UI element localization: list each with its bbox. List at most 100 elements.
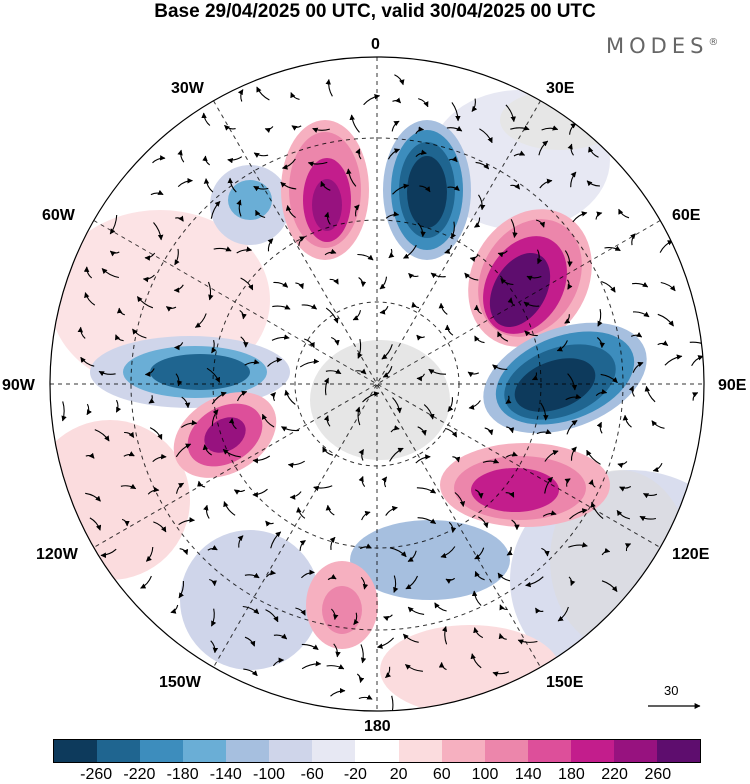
- colorbar-tick-label: 60: [432, 766, 451, 783]
- wind-vector: [567, 279, 573, 290]
- wind-vector: [492, 364, 508, 371]
- colorbar-swatch: [226, 740, 270, 762]
- wind-vector: [175, 373, 183, 387]
- wind-vector: [123, 451, 135, 457]
- wind-vector: [178, 517, 195, 526]
- wind-vector: [211, 391, 227, 405]
- wind-vector: [497, 250, 508, 258]
- wind-vector: [445, 577, 456, 584]
- lon-label-0: 0: [371, 36, 380, 53]
- wind-vector: [357, 338, 363, 359]
- wind-vector: [689, 341, 704, 347]
- wind-vector: [322, 446, 334, 456]
- wind-vector: [542, 510, 557, 517]
- wind-vector: [132, 328, 147, 339]
- wind-vector: [448, 156, 458, 163]
- wind-vector: [644, 385, 656, 403]
- wind-vector: [564, 314, 571, 324]
- wind-vector: [423, 404, 435, 420]
- wind-vector: [358, 277, 367, 288]
- wind-vector: [565, 393, 582, 401]
- wind-vector: [405, 575, 419, 590]
- wind-vector: [510, 183, 521, 190]
- wind-vector: [223, 501, 236, 516]
- wind-vector: [267, 357, 283, 367]
- wind-vector: [280, 181, 297, 190]
- wind-vector: [291, 125, 302, 131]
- wind-vector: [207, 281, 214, 301]
- wind-vector: [174, 342, 184, 351]
- wind-vector: [84, 292, 96, 306]
- wind-vector: [540, 402, 549, 421]
- graticule: [50, 57, 704, 711]
- wind-vector: [428, 368, 447, 375]
- wind-vector: [411, 301, 420, 309]
- wind-vector: [203, 178, 214, 193]
- wind-vector: [170, 604, 179, 614]
- wind-vector: [298, 236, 306, 246]
- wind-vector: [619, 486, 632, 492]
- wind-vector: [403, 244, 417, 259]
- wind-vector: [150, 189, 164, 196]
- wind-vector: [301, 643, 319, 651]
- wind-vector: [376, 637, 395, 649]
- wind-vector: [267, 238, 274, 252]
- wind-vector: [475, 489, 484, 499]
- wind-vector: [544, 476, 553, 494]
- wind-vector: [323, 377, 329, 396]
- wind-vector: [360, 576, 369, 590]
- wind-vector: [175, 482, 185, 494]
- wind-vector: [601, 580, 618, 592]
- wind-vector: [289, 491, 302, 500]
- wind-vector: [325, 307, 339, 324]
- wind-vector: [202, 444, 212, 456]
- wind-vector: [242, 605, 260, 615]
- wind-vector: [616, 509, 631, 520]
- wind-vector: [416, 334, 425, 341]
- wind-vector: [295, 607, 306, 616]
- wind-vector: [244, 359, 260, 366]
- wind-vector: [392, 397, 402, 414]
- wind-vector: [415, 454, 431, 464]
- colorbar-swatch: [355, 740, 399, 762]
- wind-vector: [510, 125, 530, 131]
- reference-vector-label: 30: [664, 683, 679, 698]
- wind-vector: [474, 335, 485, 344]
- map-title: Base 29/04/2025 00 UTC, valid 30/04/2025…: [154, 1, 596, 22]
- lon-label-90w: 90W: [2, 377, 35, 394]
- wind-vector: [407, 550, 417, 562]
- wind-vector: [419, 185, 431, 193]
- wind-vector: [639, 515, 657, 522]
- wind-vector: [600, 373, 618, 383]
- wind-vector: [331, 336, 340, 346]
- wind-vector: [474, 570, 485, 581]
- wind-vector: [261, 413, 275, 428]
- wind-vector: [320, 180, 331, 191]
- wind-vector: [568, 542, 588, 548]
- wind-vector: [272, 304, 291, 310]
- wind-vector: [239, 309, 247, 320]
- wind-vector: [541, 125, 559, 131]
- wind-vector: [500, 278, 514, 286]
- wind-vector: [203, 504, 210, 519]
- wind-vector: [325, 78, 333, 97]
- wind-vector: [383, 614, 393, 622]
- wind-vector: [652, 462, 663, 473]
- wind-vector: [513, 150, 526, 157]
- colorbar-tick-label: 260: [644, 766, 672, 783]
- wind-vector: [392, 183, 410, 195]
- wind-vector: [385, 211, 400, 219]
- wind-vector: [233, 489, 246, 495]
- wind-vector: [595, 211, 603, 220]
- wind-vector: [329, 536, 336, 550]
- wind-vector: [296, 506, 306, 519]
- wind-vector: [660, 281, 676, 292]
- wind-vector: [175, 443, 192, 458]
- wind-vector: [197, 480, 206, 488]
- colorbar-tick-label: -180: [166, 766, 199, 783]
- wind-vector: [572, 211, 588, 223]
- wind-vector: [541, 547, 550, 557]
- wind-vector: [180, 419, 198, 428]
- wind-vector: [94, 429, 110, 442]
- wind-vector: [256, 86, 270, 101]
